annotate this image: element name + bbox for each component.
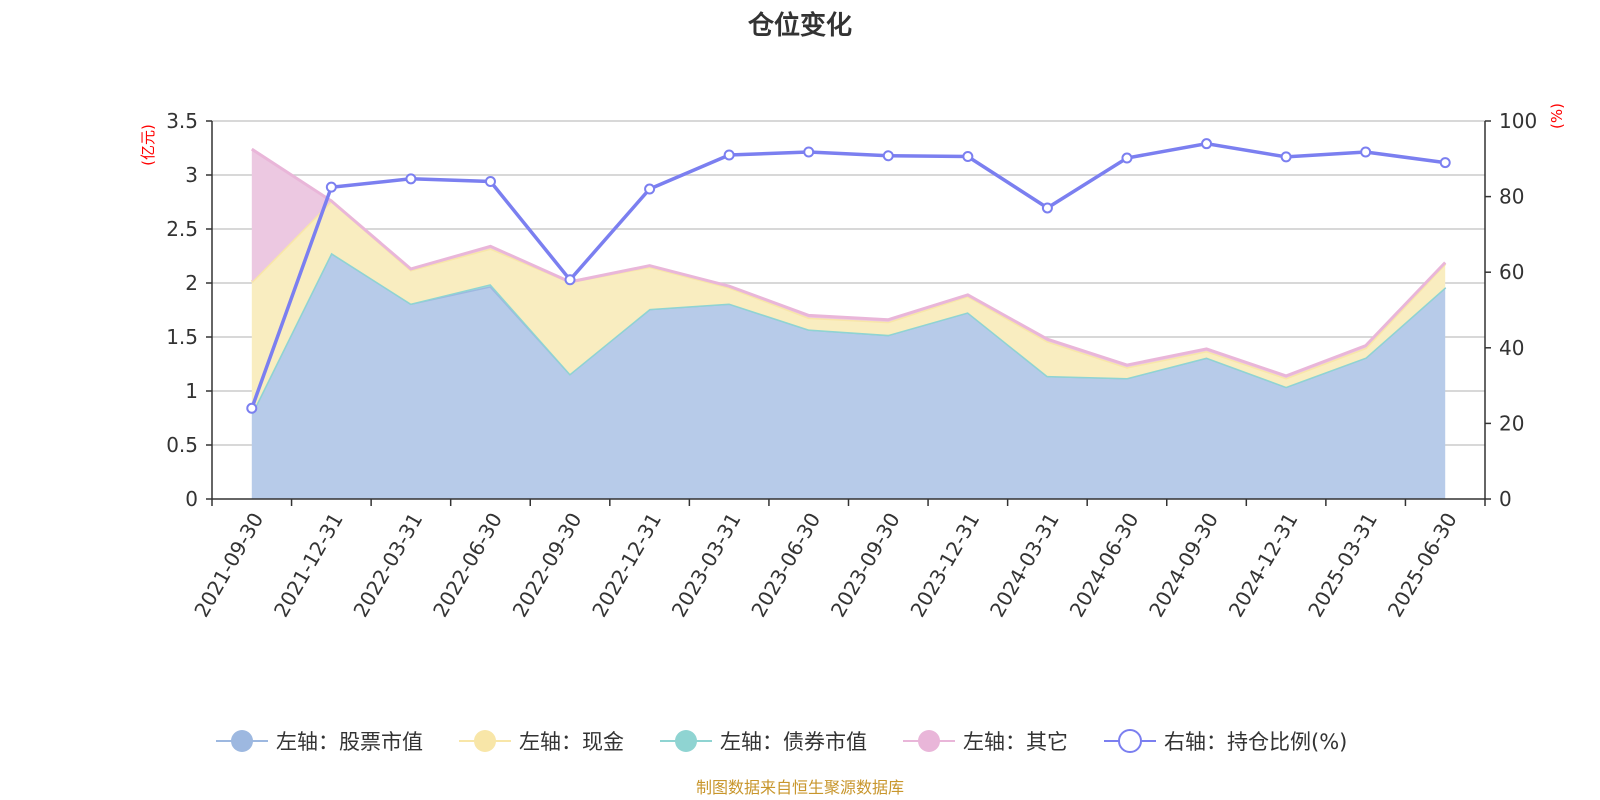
x-axis-tick-label: 2024-03-31 [985, 509, 1064, 622]
x-axis-tick-label: 2022-12-31 [587, 509, 666, 622]
x-axis-tick-label: 2022-03-31 [348, 509, 427, 622]
x-axis-tick-label: 2023-06-30 [746, 509, 825, 622]
right-axis-tick-label: 60 [1499, 260, 1524, 284]
ratio-point [962, 151, 974, 163]
ratio-point [803, 146, 815, 158]
ratio-point [882, 150, 894, 162]
right-axis-tick-label: 80 [1499, 185, 1524, 209]
right-axis-tick-label: 0 [1499, 487, 1512, 511]
area-edge-other [250, 147, 1447, 378]
legend-item-ratio: 右轴：持仓比例(%) [1104, 729, 1347, 754]
ratio-point [484, 175, 496, 187]
ratio-point [1041, 202, 1053, 214]
legend-label: 左轴：股票市值 [276, 730, 423, 754]
x-axis-tick-label: 2024-12-31 [1224, 509, 1303, 622]
left-axis-tick-label: 0 [185, 487, 198, 511]
legend-label: 左轴：债券市值 [720, 730, 867, 754]
x-axis-tick-label: 2021-09-30 [189, 509, 268, 622]
area-stock [251, 252, 1446, 499]
legend: 左轴：股票市值 左轴：现金 左轴：债券市值 左轴：其它 右轴：持仓比例(%) [216, 729, 1347, 754]
legend-swatch-marker [1118, 729, 1142, 753]
chart-title: 仓位变化 [747, 10, 852, 41]
legend-label: 左轴：现金 [519, 730, 624, 754]
ratio-point [405, 173, 417, 185]
ratio-point [564, 274, 576, 286]
right-axis-tick-label: 100 [1499, 109, 1537, 133]
legend-item-bond: 左轴：债券市值 [660, 730, 867, 754]
right-axis-tick-label: 20 [1499, 411, 1524, 435]
left-axis-tick-label: 3 [185, 163, 198, 187]
x-axis-tick-label: 2025-03-31 [1303, 509, 1382, 622]
ratio-line-layer [246, 138, 1451, 414]
left-axis-tick-label: 1.5 [166, 325, 198, 349]
ratio-point [1360, 146, 1372, 158]
right-axis-tick-label: 40 [1499, 336, 1524, 360]
x-axis-tick-label: 2024-09-30 [1144, 509, 1223, 622]
x-axis-tick-label: 2023-12-31 [905, 509, 984, 622]
left-axis-tick-label: 2 [185, 271, 198, 295]
legend-item-stock: 左轴：股票市值 [216, 730, 423, 754]
x-axis-tick-label: 2022-06-30 [428, 509, 507, 622]
ratio-point [1201, 138, 1213, 150]
ratio-point [723, 149, 735, 161]
left-axis-tick-label: 2.5 [166, 217, 198, 241]
data-source-footer: 制图数据来自恒生聚源数据库 [696, 778, 904, 797]
ratio-line [250, 141, 1446, 409]
ratio-point [1280, 151, 1292, 163]
x-axis-tick-label: 2024-06-30 [1065, 509, 1144, 622]
left-axis-tick-label: 3.5 [166, 109, 198, 133]
legend-swatch-marker [474, 730, 496, 752]
ratio-point [325, 181, 337, 193]
left-axis-tick-label: 0.5 [166, 433, 198, 457]
right-axis-unit: (%) [1548, 103, 1566, 129]
legend-label: 右轴：持仓比例(%) [1164, 730, 1347, 754]
x-axis-tick-label: 2021-12-31 [269, 509, 348, 622]
legend-swatch-marker [675, 730, 697, 752]
legend-swatch-marker [231, 730, 253, 752]
left-axis-unit: (亿元) [139, 124, 157, 166]
x-axis-tick-label: 2023-09-30 [826, 509, 905, 622]
ratio-point [246, 402, 258, 414]
legend-label: 左轴：其它 [963, 730, 1068, 754]
ratio-point [1121, 152, 1133, 164]
ratio-point [644, 183, 656, 195]
legend-swatch-marker [918, 730, 940, 752]
ratio-point [1439, 157, 1451, 169]
left-axis-tick-label: 1 [185, 379, 198, 403]
x-axis-tick-label: 2022-09-30 [508, 509, 587, 622]
legend-item-cash: 左轴：现金 [459, 730, 624, 754]
stacked-areas [250, 147, 1447, 499]
x-axis-tick-label: 2023-03-31 [667, 509, 746, 622]
x-axis-tick-label: 2025-06-30 [1383, 509, 1462, 622]
legend-item-other: 左轴：其它 [903, 730, 1068, 754]
